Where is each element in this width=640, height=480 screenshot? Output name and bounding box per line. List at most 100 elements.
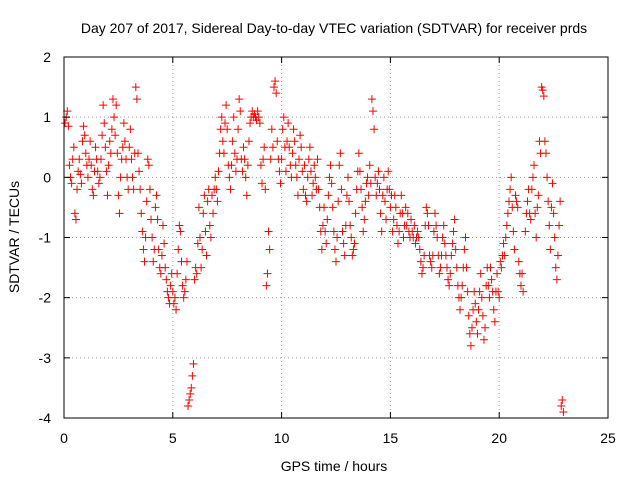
data-point — [196, 233, 204, 242]
data-point — [328, 203, 337, 212]
data-point — [291, 161, 300, 170]
data-point — [380, 197, 389, 206]
data-point — [449, 227, 458, 236]
data-point — [519, 287, 528, 296]
x-tick-label: 25 — [600, 430, 616, 446]
data-point — [269, 83, 278, 92]
data-point — [484, 281, 493, 290]
data-point — [378, 191, 387, 200]
data-point — [145, 185, 154, 194]
data-point — [264, 227, 273, 236]
data-point — [268, 143, 277, 152]
data-point — [415, 245, 424, 254]
y-axis-tick-labels: -4 -3 -2 -1 0 1 2 — [39, 49, 52, 426]
data-point — [157, 251, 166, 260]
data-point — [240, 155, 249, 164]
data-point — [221, 119, 230, 128]
data-point — [407, 215, 416, 224]
data-point — [373, 179, 382, 188]
data-point — [539, 92, 548, 101]
data-point — [127, 155, 136, 164]
data-point — [202, 251, 211, 260]
data-point — [180, 287, 189, 296]
data-point — [153, 215, 162, 224]
data-point — [78, 137, 87, 146]
data-point — [140, 257, 149, 266]
data-point — [168, 287, 177, 296]
data-point — [243, 161, 252, 170]
data-point — [75, 155, 84, 164]
data-point — [187, 383, 196, 392]
data-point — [89, 191, 98, 200]
data-point — [451, 245, 460, 254]
data-point — [384, 167, 393, 176]
data-point — [246, 119, 255, 128]
data-point — [112, 101, 121, 110]
data-point — [559, 407, 568, 416]
data-point — [370, 125, 379, 134]
data-point — [302, 197, 311, 206]
data-point — [188, 371, 197, 380]
data-point — [411, 239, 420, 248]
data-point — [518, 269, 527, 278]
data-point — [547, 203, 556, 212]
data-point — [555, 221, 564, 230]
data-point — [103, 191, 112, 200]
data-point — [295, 155, 304, 164]
data-point — [429, 227, 438, 236]
data-point — [279, 113, 288, 122]
data-point — [227, 161, 236, 170]
data-point — [152, 191, 161, 200]
data-point — [281, 167, 290, 176]
y-tick-label: -1 — [39, 230, 52, 246]
data-point — [473, 329, 482, 338]
data-point — [63, 107, 72, 116]
data-point — [174, 245, 183, 254]
data-point — [172, 305, 181, 314]
data-point — [201, 227, 210, 236]
data-point — [358, 203, 367, 212]
data-point — [534, 191, 543, 200]
data-point — [290, 137, 299, 146]
data-point — [417, 269, 426, 278]
data-point — [435, 269, 444, 278]
data-point — [354, 149, 363, 158]
data-point — [503, 209, 512, 218]
data-point — [427, 263, 436, 272]
data-point — [244, 137, 253, 146]
data-point — [79, 122, 88, 131]
data-point — [272, 89, 281, 98]
x-axis-tick-labels: 0 5 10 15 20 25 — [60, 430, 616, 446]
data-point — [120, 137, 129, 146]
data-point — [363, 173, 372, 182]
data-point — [296, 131, 305, 140]
data-point — [219, 149, 228, 158]
x-tick-label: 10 — [274, 430, 290, 446]
data-point — [345, 197, 354, 206]
data-point — [206, 233, 215, 242]
data-point — [504, 197, 513, 206]
data-point — [528, 173, 537, 182]
data-point — [385, 185, 394, 194]
data-point — [182, 257, 191, 266]
data-point — [218, 137, 227, 146]
data-point — [335, 161, 344, 170]
data-point — [431, 209, 440, 218]
data-point — [217, 113, 226, 122]
data-point — [102, 167, 111, 176]
data-point — [320, 203, 329, 212]
data-point — [144, 161, 153, 170]
data-point — [179, 293, 188, 302]
data-point — [550, 233, 559, 242]
data-point — [241, 173, 250, 182]
data-point — [265, 245, 274, 254]
data-point — [277, 155, 286, 164]
data-point — [549, 209, 558, 218]
data-point — [271, 77, 280, 86]
data-point — [300, 161, 309, 170]
data-point — [516, 281, 525, 290]
data-point — [374, 167, 383, 176]
data-point — [368, 107, 377, 116]
data-point — [125, 143, 134, 152]
